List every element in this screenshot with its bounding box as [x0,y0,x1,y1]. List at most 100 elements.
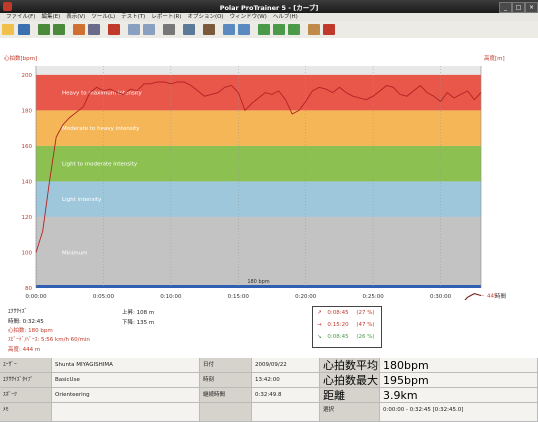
save-icon[interactable] [18,24,30,35]
zone-band [36,110,481,146]
maximize-button[interactable]: □ [512,2,525,13]
hr-tick-label: 140 [22,179,33,185]
label-user: ﾕｰｻﾞｰ [0,358,52,373]
menu-help[interactable]: ヘルプ(H) [272,14,298,20]
menu-view[interactable]: 表示(V) [66,14,86,20]
menu-edit[interactable]: 編集(E) [41,14,61,20]
toolbar [0,21,538,39]
zone-band [36,145,481,182]
summary-exercise-label: ｴｸｻｻｲｽﾞ [8,309,28,315]
hr-axis-title: 心拍数[bpm] [4,54,37,62]
calendar-add-icon[interactable] [53,24,65,35]
x-tick-label: 0:10:00 [160,294,182,300]
menu-tools[interactable]: ツール(L) [91,14,116,20]
arrow-down-icon: ↘ [317,334,322,340]
value-date[interactable]: 2009/09/22 [252,358,320,373]
value-user[interactable]: Shunta MIYAGISHIMA [52,358,200,373]
zone-pct: (26 %) [356,334,375,340]
x-tick-label: 0:00:00 [25,294,47,300]
report2-icon[interactable] [323,24,335,35]
hr-tick-label: 160 [22,144,33,150]
menu-window[interactable]: ウィンドウ(W) [229,14,267,20]
hr-tick-label: 180 [22,108,33,114]
table-icon[interactable] [88,24,100,35]
value-memo[interactable] [52,403,200,422]
calendar-icon[interactable] [38,24,50,35]
zone-label: Light intensity [62,197,102,203]
zone-time: 0:08:45 [327,310,349,316]
chart2-icon[interactable] [143,24,155,35]
hr-tick-label: 100 [22,250,33,256]
report-icon[interactable] [308,24,320,35]
label-duration: 継続時間 [200,388,252,403]
label-distance: 距離 [320,388,380,403]
value-time[interactable]: 13:42:00 [252,373,320,388]
label-hr-max: 心拍数最大 [320,373,380,388]
x-tick-label: 0:30:00 [430,294,452,300]
zone-summary-box: ↗ 0:08:45 (27 %) → 0:15:20 (47 %) ↘ 0:08… [312,306,382,348]
summary-altitude: 高度: 444 m [8,347,41,353]
tools-icon[interactable] [183,24,195,35]
label-memo: ﾒﾓ [0,403,52,422]
altitude-axis-title: 高度[m] [484,54,505,62]
summary-duration: 時間: 0:32:45 [8,319,44,325]
label-date: 日付 [200,358,252,373]
menu-test[interactable]: テスト(T) [121,14,146,20]
summary-hr: 心拍数: 180 bpm [8,328,53,334]
value-hr-max: 195bpm [380,373,538,388]
zone-label: Minimum [62,250,88,256]
label-selection: 選択 [320,403,380,422]
label-sport: ｽﾎﾟｰﾂ [0,388,52,403]
menu-options[interactable]: オプション(O) [187,14,224,20]
graph-icon[interactable] [258,24,270,35]
window-titlebar: Polar ProTrainer 5 - [カーブ] _ □ × [0,0,538,13]
value-selection: 0:00:00 - 0:32:45 [0:32:45.0] [380,403,538,422]
pen-icon[interactable] [203,24,215,35]
chart-area: Heavy to maximum intensity Moderate to he… [0,38,538,422]
minimize-button[interactable]: _ [499,2,512,13]
chart-icon[interactable] [128,24,140,35]
diagram-icon[interactable] [223,24,235,35]
hr-altitude-chart: Heavy to maximum intensity Moderate to he… [4,54,507,422]
summary-pace: ｽﾋﾟｰﾄﾞ/ﾍﾟｰｽ: 5:56 km/h 60/min [8,337,90,343]
menu-bar: ファイル(F) 編集(E) 表示(V) ツール(L) テスト(T) レポート(R… [0,13,538,21]
value-duration[interactable]: 0:32:49.8 [252,388,320,403]
value-hr-avg: 180bpm [380,358,538,373]
zone-summary-row: ↗ 0:08:45 (27 %) [317,310,375,316]
menu-file[interactable]: ファイル(F) [6,14,36,20]
bars-icon[interactable] [163,24,175,35]
graph2-icon[interactable] [273,24,285,35]
details-grid: ﾕｰｻﾞｰ Shunta MIYAGISHIMA 日付 2009/09/22 心… [0,358,538,422]
zone-time: 0:15:20 [327,322,349,328]
x-axis-title: 時間 [495,292,507,300]
sport-icon[interactable] [108,24,120,35]
label-hr-avg: 心拍数平均 [320,358,380,373]
x-tick-label: 0:15:00 [228,294,250,300]
zone-time: 0:08:45 [327,334,349,340]
zone-pct: (47 %) [356,322,375,328]
value-exercise-type[interactable]: BasicUse [52,373,200,388]
label-exercise-type: ｴｸｻｻｲｽﾞﾀｲﾌﾟ [0,373,52,388]
zone-band [36,74,481,111]
close-button[interactable]: × [525,2,538,13]
zone-band [36,216,481,288]
window-title: Polar ProTrainer 5 - [カーブ] [219,4,319,12]
arrow-up-icon: ↗ [317,310,322,316]
summary-descent: 下降: 135 m [122,320,155,326]
graph3-icon[interactable] [288,24,300,35]
hr-tick-label: 80 [25,286,32,292]
menu-report[interactable]: レポート(R) [151,14,182,20]
arrow-right-icon: → [317,322,322,328]
heart-rate-line [35,81,482,253]
value-distance: 3.9km [380,388,538,403]
list-icon[interactable] [73,24,85,35]
zone-summary-row: ↘ 0:08:45 (26 %) [317,334,375,340]
value-sport[interactable]: Orienteering [52,388,200,403]
label-empty [200,403,252,422]
x-tick-label: 0:05:00 [93,294,115,300]
summary-ascent: 上昇: 108 m [122,310,155,316]
new-icon[interactable] [2,24,14,35]
diagram2-icon[interactable] [238,24,250,35]
zone-label: Moderate to heavy intensity [62,126,140,132]
zone-summary-row: → 0:15:20 (47 %) [317,322,375,328]
